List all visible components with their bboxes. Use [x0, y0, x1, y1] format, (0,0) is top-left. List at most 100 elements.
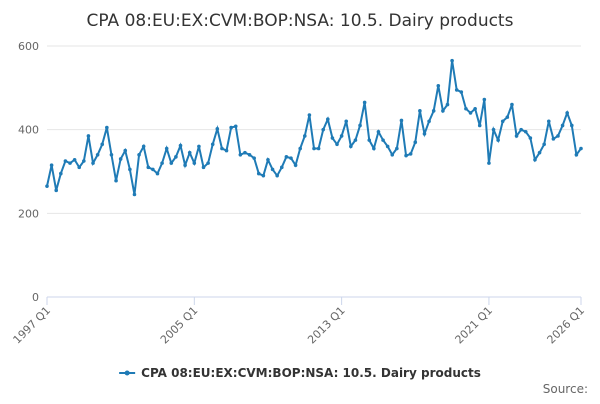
data-point — [63, 159, 68, 163]
data-point — [362, 100, 367, 105]
y-tick-label: 200 — [18, 207, 39, 220]
y-tick-label: 0 — [32, 291, 39, 304]
x-tick-label: 2021 Q1 — [453, 304, 496, 347]
data-point — [229, 125, 233, 130]
data-point — [164, 146, 169, 151]
x-tick-label: 2026 Q1 — [545, 304, 588, 347]
data-point — [560, 123, 565, 128]
data-point — [408, 152, 413, 156]
data-point — [321, 127, 326, 132]
data-point — [441, 109, 445, 113]
data-point — [77, 165, 82, 170]
data-point — [450, 58, 454, 63]
data-point — [565, 111, 569, 115]
data-point — [68, 161, 72, 165]
data-point — [505, 115, 510, 119]
data-point — [252, 156, 256, 160]
data-point — [174, 155, 178, 159]
data-point — [381, 138, 385, 142]
data-point — [307, 113, 312, 117]
data-point — [220, 146, 224, 151]
legend-item: CPA 08:EU:EX:CVM:BOP:NSA: 10.5. Dairy pr… — [119, 366, 481, 380]
data-point — [385, 144, 390, 149]
data-point — [418, 109, 422, 113]
data-point — [335, 142, 339, 147]
data-point — [473, 106, 477, 111]
data-point — [436, 83, 441, 88]
data-point — [533, 157, 537, 162]
data-point — [114, 178, 118, 183]
data-point — [118, 157, 123, 161]
data-point — [109, 152, 114, 157]
data-point — [459, 90, 464, 94]
data-point — [514, 134, 519, 138]
data-point — [206, 161, 210, 165]
source: Source: — [543, 382, 588, 396]
data-point — [275, 173, 279, 178]
data-point — [556, 134, 560, 138]
data-point — [399, 118, 404, 123]
data-point — [574, 152, 579, 157]
data-point — [312, 146, 316, 151]
data-point — [233, 124, 238, 129]
data-point — [422, 132, 427, 136]
data-point — [353, 138, 358, 142]
data-point — [155, 171, 160, 176]
data-point — [123, 148, 128, 153]
data-point — [510, 102, 514, 107]
data-point — [482, 97, 487, 102]
data-point — [45, 184, 49, 188]
data-point — [579, 146, 583, 151]
data-point — [141, 144, 146, 149]
data-point — [238, 152, 243, 157]
data-point — [146, 165, 151, 170]
data-point — [358, 123, 362, 128]
data-point — [349, 144, 353, 149]
data-point — [298, 146, 302, 151]
y-tick-label: 600 — [18, 40, 39, 53]
data-point — [256, 171, 261, 176]
data-point — [487, 161, 491, 165]
data-point — [247, 152, 252, 157]
data-point — [187, 150, 192, 155]
data-point — [523, 129, 528, 134]
data-point — [100, 142, 105, 147]
data-point — [72, 157, 77, 162]
data-point — [427, 119, 431, 124]
data-point — [289, 156, 293, 160]
data-point — [197, 144, 201, 149]
data-point — [91, 161, 95, 165]
data-point — [266, 157, 270, 162]
data-point — [344, 119, 349, 124]
y-tick-label: 400 — [18, 124, 39, 137]
data-point — [224, 148, 229, 153]
chart-title: CPA 08:EU:EX:CVM:BOP:NSA: 10.5. Dairy pr… — [87, 11, 514, 31]
data-point — [59, 171, 63, 176]
x-tick-label: 1997 Q1 — [11, 304, 54, 347]
legend-marker — [124, 370, 130, 376]
data-point — [477, 123, 482, 128]
data-point — [82, 159, 86, 163]
data-point — [431, 109, 436, 113]
data-point — [192, 161, 197, 165]
x-tick-label: 2005 Q1 — [158, 304, 201, 347]
data-point — [537, 150, 542, 155]
data-point — [569, 123, 574, 128]
data-point — [390, 152, 395, 157]
data-point — [376, 129, 381, 134]
data-point — [137, 152, 141, 157]
data-point — [169, 161, 174, 165]
data-point — [372, 146, 376, 151]
data-point — [330, 136, 335, 140]
data-point — [54, 188, 59, 193]
series-line — [46, 60, 582, 195]
data-point — [542, 142, 546, 147]
data-point — [178, 143, 183, 148]
data-point — [128, 167, 132, 172]
data-point — [183, 163, 187, 168]
data-point — [279, 165, 284, 170]
data-point — [210, 142, 215, 147]
data-point — [243, 150, 247, 155]
data-point — [491, 127, 496, 132]
